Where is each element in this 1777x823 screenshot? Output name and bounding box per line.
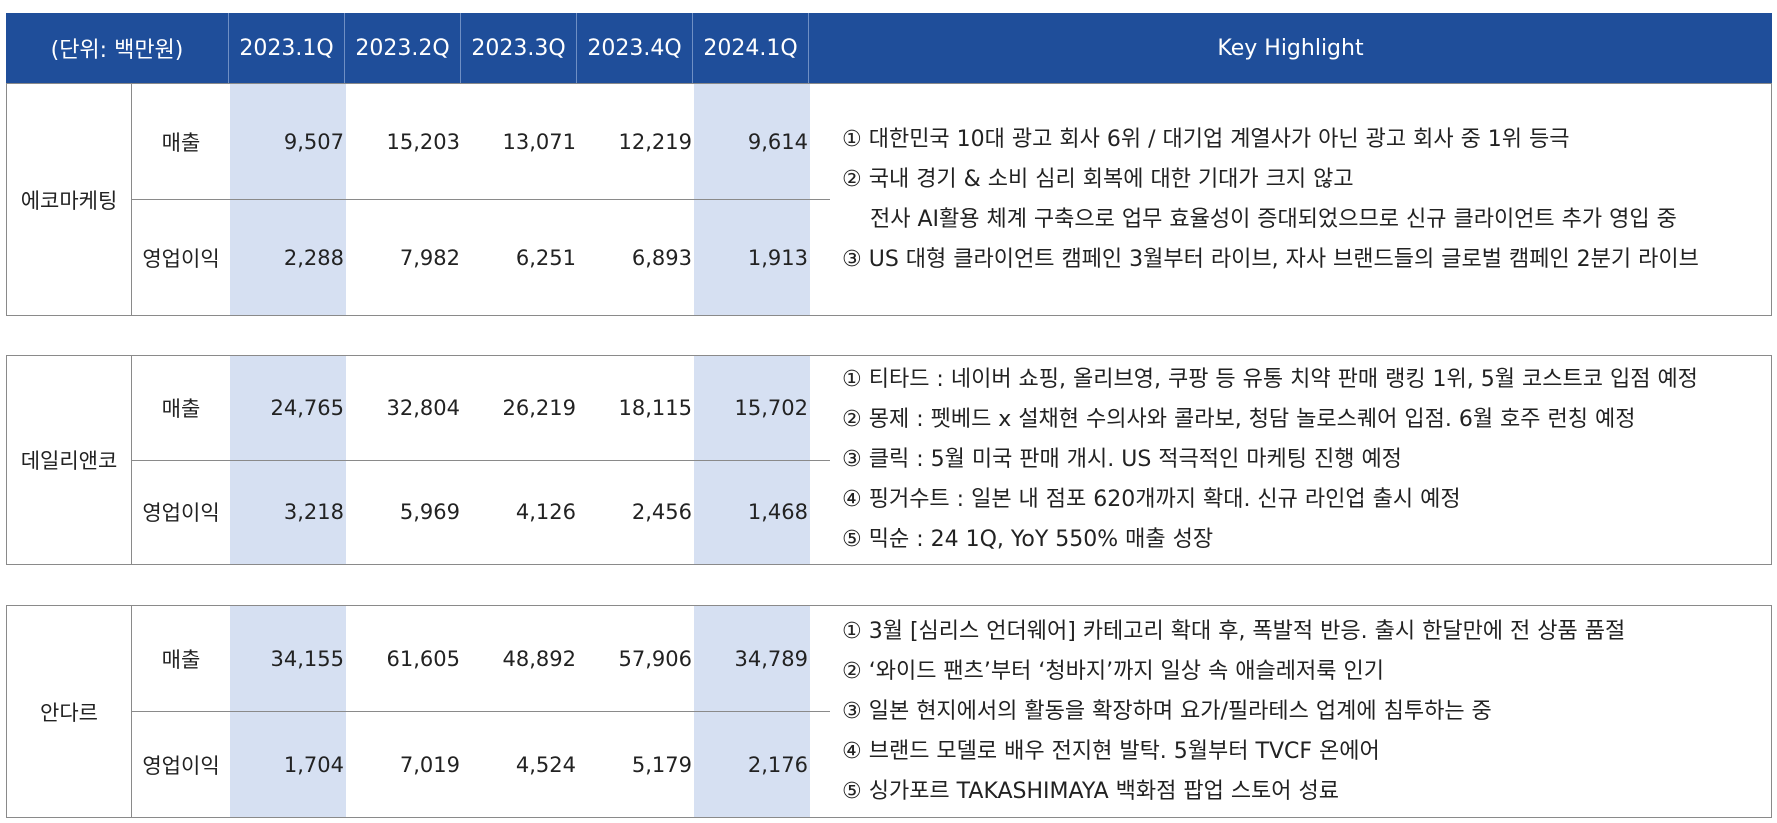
highlight-item: ① 대한민국 10대 광고 회사 6위 / 대기업 계열사가 아닌 광고 회사 …: [842, 126, 1570, 152]
header-quarter-5: 2024.1Q: [693, 13, 809, 83]
header-quarter-2: 2023.2Q: [345, 13, 461, 83]
row-label: 영업이익: [142, 246, 220, 271]
cell-value: 1,468: [694, 460, 810, 564]
cell-value: 3,218: [230, 460, 346, 564]
row-label: 영업이익: [142, 753, 220, 778]
company-name: 안다르: [7, 606, 132, 817]
table-row: 영업이익 3,218 5,969 4,126 2,456 1,468: [132, 459, 830, 564]
row-label: 매출: [161, 647, 201, 672]
cell-value: 4,524: [515, 752, 576, 777]
cell-value: 2,456: [631, 500, 692, 525]
header-quarter-3: 2023.3Q: [461, 13, 577, 83]
cell-value: 5,179: [631, 752, 692, 777]
row-label: 매출: [161, 396, 201, 421]
table-row: 매출 24,765 32,804 26,219 18,115 15,702: [132, 356, 830, 460]
cell-value: 7,982: [399, 245, 460, 270]
cell-value: 9,614: [694, 84, 810, 199]
highlight-item: ② ‘와이드 팬츠’부터 ‘청바지’까지 일상 속 애슬레저룩 인기: [842, 658, 1384, 684]
cell-value: 7,019: [399, 752, 460, 777]
metrics-grid: 매출 24,765 32,804 26,219 18,115 15,702 영업…: [132, 356, 830, 564]
cell-value: 4,126: [515, 500, 576, 525]
key-highlight-header: Key Highlight: [1217, 35, 1364, 61]
table-row: 영업이익 2,288 7,982 6,251 6,893 1,913: [132, 199, 830, 315]
metrics-grid: 매출 34,155 61,605 48,892 57,906 34,789 영업…: [132, 606, 830, 817]
cell-value: 1,704: [230, 712, 346, 817]
cell-value: 15,203: [386, 129, 460, 154]
cell-value: 6,251: [515, 245, 576, 270]
cell-value: 2,176: [694, 712, 810, 817]
row-label: 매출: [161, 130, 201, 155]
row-label: 영업이익: [142, 501, 220, 526]
cell-value: 34,155: [230, 606, 346, 711]
table-row: 매출 9,507 15,203 13,071 12,219 9,614: [132, 84, 830, 199]
metrics-grid: 매출 9,507 15,203 13,071 12,219 9,614 영업이익…: [132, 84, 830, 315]
table-row: 영업이익 1,704 7,019 4,524 5,179 2,176: [132, 711, 830, 817]
cell-value: 13,071: [502, 129, 576, 154]
cell-value: 12,219: [618, 129, 692, 154]
company-block-ecomarketing: 에코마케팅 매출 9,507 15,203 13,071 12,219 9,61…: [6, 83, 1772, 316]
cell-value: 2,288: [230, 200, 346, 315]
cell-value: 15,702: [694, 356, 810, 460]
highlights-list: ① 대한민국 10대 광고 회사 6위 / 대기업 계열사가 아닌 광고 회사 …: [830, 84, 1771, 315]
highlights-list: ① 3월 [심리스 언더웨어] 카테고리 확대 후, 폭발적 반응. 출시 한달…: [830, 606, 1771, 817]
highlight-item: ② 국내 경기 & 소비 심리 회복에 대한 기대가 크지 않고: [842, 166, 1354, 192]
cell-value: 48,892: [502, 646, 576, 671]
highlight-item: ① 티타드 : 네이버 쇼핑, 올리브영, 쿠팡 등 유통 치약 판매 랭킹 1…: [842, 367, 1698, 392]
cell-value: 5,969: [399, 500, 460, 525]
cell-value: 9,507: [230, 84, 346, 199]
table-row: 매출 34,155 61,605 48,892 57,906 34,789: [132, 606, 830, 711]
highlight-item: 전사 AI활용 체계 구축으로 업무 효율성이 증대되었으므로 신규 클라이언트…: [842, 206, 1677, 232]
company-block-andar: 안다르 매출 34,155 61,605 48,892 57,906 34,78…: [6, 605, 1772, 818]
header-quarter-1: 2023.1Q: [229, 13, 345, 83]
company-name: 에코마케팅: [7, 84, 132, 315]
highlight-item: ④ 브랜드 모델로 배우 전지현 발탁. 5월부터 TVCF 온에어: [842, 738, 1380, 764]
cell-value: 24,765: [230, 356, 346, 460]
highlight-item: ③ 일본 현지에서의 활동을 확장하며 요가/필라테스 업계에 침투하는 중: [842, 698, 1492, 724]
cell-value: 61,605: [386, 646, 460, 671]
cell-value: 32,804: [386, 395, 460, 420]
cell-value: 57,906: [618, 646, 692, 671]
table-header: (단위: 백만원) 2023.1Q 2023.2Q 2023.3Q 2023.4…: [6, 13, 1772, 83]
highlight-item: ③ US 대형 클라이언트 캠페인 3월부터 라이브, 자사 브랜드들의 글로벌…: [842, 246, 1699, 272]
highlight-item: ③ 클릭 : 5월 미국 판매 개시. US 적극적인 마케팅 진행 예정: [842, 447, 1402, 472]
unit-label: (단위: 백만원): [6, 13, 229, 83]
highlight-item: ④ 핑거수트 : 일본 내 점포 620개까지 확대. 신규 라인업 출시 예정: [842, 487, 1461, 512]
company-name: 데일리앤코: [7, 356, 132, 564]
cell-value: 34,789: [694, 606, 810, 711]
cell-value: 6,893: [631, 245, 692, 270]
highlights-list: ① 티타드 : 네이버 쇼핑, 올리브영, 쿠팡 등 유통 치약 판매 랭킹 1…: [830, 356, 1771, 564]
highlight-item: ① 3월 [심리스 언더웨어] 카테고리 확대 후, 폭발적 반응. 출시 한달…: [842, 618, 1626, 644]
cell-value: 1,913: [694, 200, 810, 315]
highlight-item: ⑤ 싱가포르 TAKASHIMAYA 백화점 팝업 스토어 성료: [842, 778, 1340, 804]
company-block-dailyandco: 데일리앤코 매출 24,765 32,804 26,219 18,115 15,…: [6, 355, 1772, 565]
cell-value: 18,115: [618, 395, 692, 420]
cell-value: 26,219: [502, 395, 576, 420]
highlight-item: ② 몽제 : 펫베드 x 설채현 수의사와 콜라보, 청담 놀로스퀘어 입점. …: [842, 407, 1636, 432]
header-quarter-4: 2023.4Q: [577, 13, 693, 83]
highlight-item: ⑤ 믹순 : 24 1Q, YoY 550% 매출 성장: [842, 527, 1214, 552]
